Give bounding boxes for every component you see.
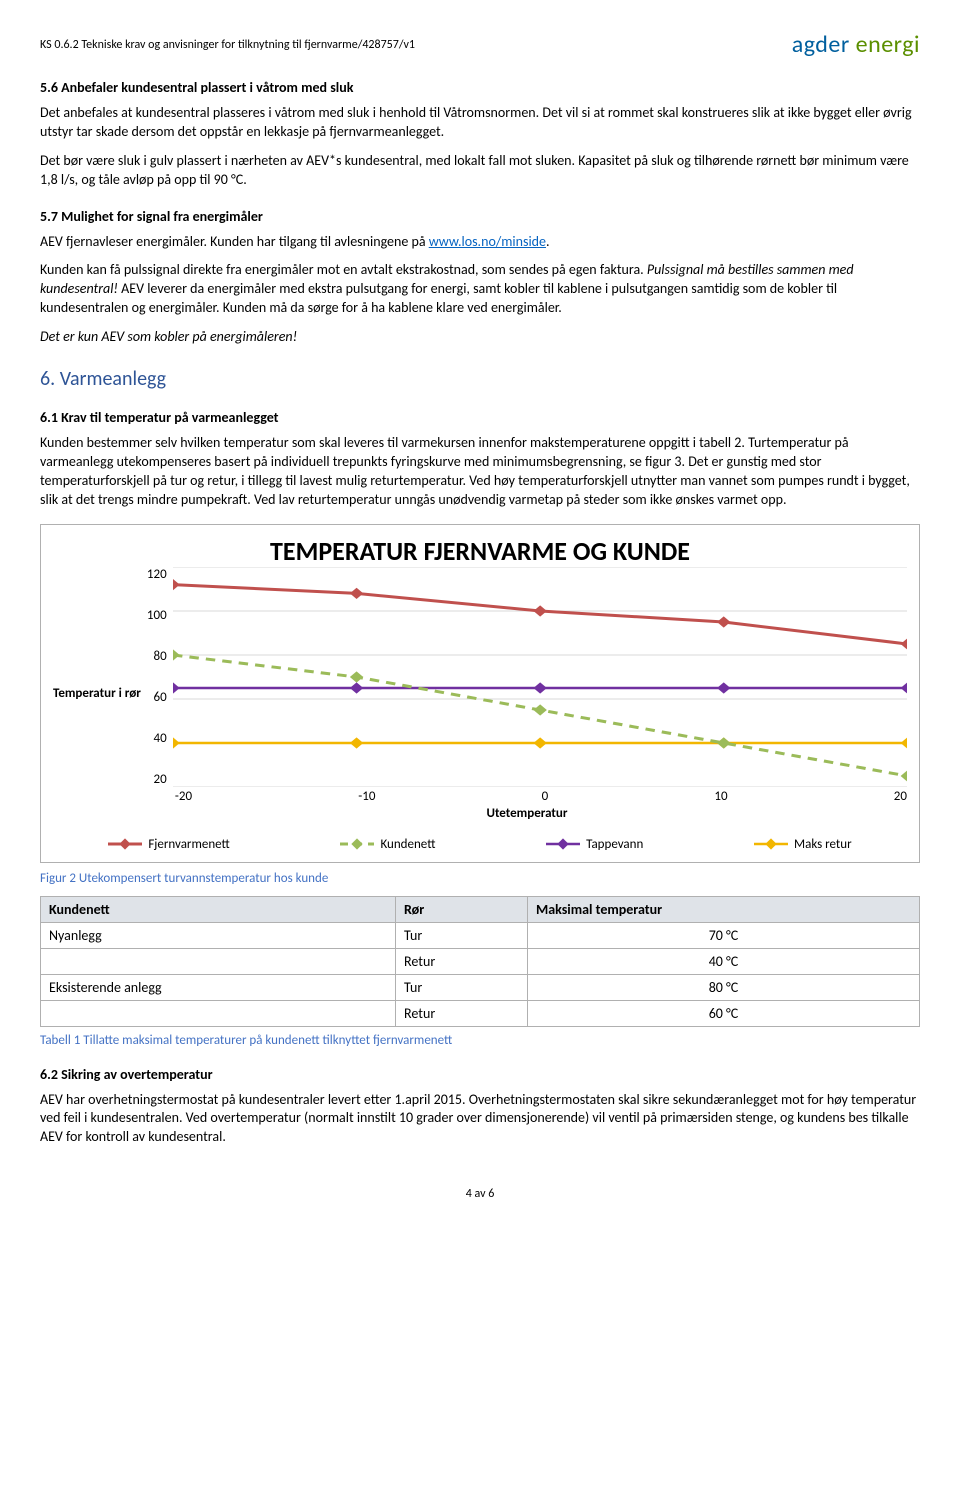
legend-item: Tappevann [546,837,643,852]
legend-label: Fjernvarmenett [148,837,229,852]
yticks: 120 100 80 60 40 20 [147,567,173,787]
paragraph-italic: Det er kun AEV som kobler på energimåler… [40,328,920,347]
ytick-label: 60 [147,690,167,705]
table-row: Retur60 °C [41,1000,920,1026]
temperature-table: KundenettRørMaksimal temperatur Nyanlegg… [40,896,920,1027]
chart-plot [173,567,907,787]
ytick-label: 80 [147,649,167,664]
xtick-label: 20 [894,789,907,804]
paragraph: AEV har overhetningstermostat på kundese… [40,1091,920,1148]
legend-label: Maks retur [794,837,852,852]
chart-xlabel: Utetemperatur [147,806,907,821]
ytick-label: 120 [147,567,167,582]
legend-item: Kundenett [340,837,435,852]
table-header-cell: Kundenett [41,896,396,922]
text: AEV fjernavleser energimåler. Kunden har… [40,233,429,250]
table-cell: 40 °C [527,948,919,974]
heading-6-1: 6.1 Krav til temperatur på varmeanlegget [40,409,920,426]
plot-wrap: 120 100 80 60 40 20 -20 -10 0 10 20 Utetemperatur [147,567,907,821]
table-cell: Eksisterende anlegg [41,974,396,1000]
table-cell: Nyanlegg [41,922,396,948]
chart-ylabel: Temperatur i rør [53,567,147,821]
paragraph: Kunden kan få pulssignal direkte fra ene… [40,261,920,318]
xtick-label: -10 [358,789,375,804]
table-body: NyanleggTur70 °CRetur40 °CEksisterende a… [41,922,920,1026]
xtick-label: 10 [714,789,727,804]
paragraph: Det anbefales at kundesentral plasseres … [40,104,920,142]
table-cell: Retur [396,948,528,974]
table-cell: Tur [396,922,528,948]
table-row: Retur40 °C [41,948,920,974]
table-header-cell: Maksimal temperatur [527,896,919,922]
heading-5-6: 5.6 Anbefaler kundesentral plassert i vå… [40,79,920,96]
table-header-cell: Rør [396,896,528,922]
legend-item: Maks retur [754,837,852,852]
table-cell: Tur [396,974,528,1000]
xtick-label: 0 [542,789,549,804]
heading-5-7: 5.7 Mulighet for signal fra energimåler [40,208,920,225]
page-header: KS 0.6.2 Tekniske krav og anvisninger fo… [40,30,920,59]
text: . [546,233,550,250]
table-cell [41,1000,396,1026]
text: Kunden kan få pulssignal direkte fra ene… [40,261,647,278]
logo-text-b: energi [856,30,920,59]
table-row: Eksisterende anleggTur80 °C [41,974,920,1000]
table-caption: Tabell 1 Tillatte maksimal temperaturer … [40,1033,920,1048]
table-cell: 60 °C [527,1000,919,1026]
paragraph: AEV fjernavleser energimåler. Kunden har… [40,233,920,252]
legend-swatch-icon [546,838,580,850]
ytick-label: 40 [147,731,167,746]
paragraph: Det bør være sluk i gulv plassert i nærh… [40,152,920,190]
legend-swatch-icon [108,838,142,850]
logo: agder energi [792,30,920,59]
logo-text-a: agder [792,30,850,59]
doc-meta: KS 0.6.2 Tekniske krav og anvisninger fo… [40,38,415,52]
xticks: -20 -10 0 10 20 [175,789,907,804]
legend-label: Tappevann [586,837,643,852]
heading-6: 6. Varmeanlegg [40,367,920,391]
table-cell: 70 °C [527,922,919,948]
figure-caption: Figur 2 Utekompensert turvannstemperatur… [40,871,920,886]
chart-title: TEMPERATUR FJERNVARME OG KUNDE [53,535,907,567]
legend-label: Kundenett [380,837,435,852]
table-cell: Retur [396,1000,528,1026]
heading-6-2: 6.2 Sikring av overtemperatur [40,1066,920,1083]
table-header-row: KundenettRørMaksimal temperatur [41,896,920,922]
table-row: NyanleggTur70 °C [41,922,920,948]
page-footer: 4 av 6 [40,1187,920,1201]
legend-item: Fjernvarmenett [108,837,229,852]
chart-legend: Fjernvarmenett Kundenett Tappevann Maks ret… [53,837,907,852]
legend-swatch-icon [754,838,788,850]
chart-body: Temperatur i rør 12010080604020 -20-1001… [53,567,907,821]
ytick-label: 20 [147,772,167,787]
chart-frame: TEMPERATUR FJERNVARME OG KUNDE Temperatu… [40,524,920,863]
legend-swatch-icon [340,838,374,850]
paragraph: Kunden bestemmer selv hvilken temperatur… [40,434,920,510]
link-minside[interactable]: www.los.no/minside [429,233,546,250]
table-cell [41,948,396,974]
xtick-label: -20 [175,789,192,804]
text: AEV leverer da energimåler med ekstra pu… [40,280,837,316]
ytick-label: 100 [147,608,167,623]
table-cell: 80 °C [527,974,919,1000]
